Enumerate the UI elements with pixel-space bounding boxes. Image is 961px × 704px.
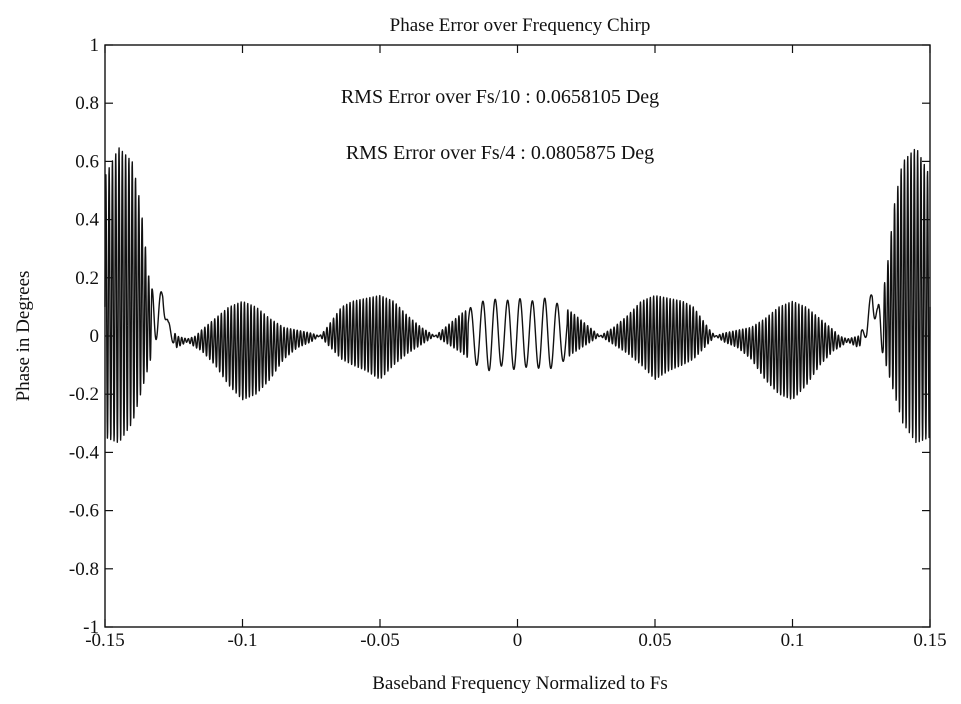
y-tick-label: 0.2 bbox=[75, 268, 99, 289]
x-tick-label: -0.1 bbox=[227, 630, 257, 651]
x-tick-label: -0.05 bbox=[360, 630, 400, 651]
y-axis-ticks: 1 0.8 0.6 0.4 0.2 0 -0.2 -0.4 -0.6 -0.8 -1 bbox=[69, 35, 930, 638]
x-tick-label: 0.15 bbox=[913, 630, 946, 651]
x-tick-label: 0.05 bbox=[638, 630, 671, 651]
y-tick-label: 0.4 bbox=[75, 210, 99, 231]
rms-annotation-fs4: RMS Error over Fs/4 : 0.0805875 Deg bbox=[346, 142, 654, 164]
y-tick-label: 1 bbox=[90, 35, 100, 56]
phase-error-series bbox=[104, 147, 931, 444]
y-tick-label: -0.4 bbox=[69, 442, 100, 463]
x-tick-label: -0.15 bbox=[85, 630, 125, 651]
x-axis-label: Baseband Frequency Normalized to Fs bbox=[372, 673, 667, 694]
chart-title: Phase Error over Frequency Chirp bbox=[390, 15, 651, 36]
x-tick-label: 0 bbox=[513, 630, 523, 651]
y-tick-label: -0.8 bbox=[69, 559, 99, 580]
y-tick-label: -1 bbox=[83, 617, 99, 638]
y-tick-label: 0 bbox=[90, 326, 100, 347]
x-axis-ticks: -0.15 -0.1 -0.05 0 0.05 0.1 0.15 bbox=[85, 45, 947, 651]
y-tick-label: 0.8 bbox=[75, 93, 99, 114]
y-tick-label: 0.6 bbox=[75, 151, 99, 172]
y-tick-label: -0.2 bbox=[69, 384, 99, 405]
trace-layer bbox=[104, 147, 931, 444]
y-axis-label: Phase in Degrees bbox=[13, 271, 34, 402]
x-tick-label: 0.1 bbox=[781, 630, 805, 651]
y-tick-label: -0.6 bbox=[69, 501, 99, 522]
rms-annotation-fs10: RMS Error over Fs/10 : 0.0658105 Deg bbox=[341, 86, 659, 108]
